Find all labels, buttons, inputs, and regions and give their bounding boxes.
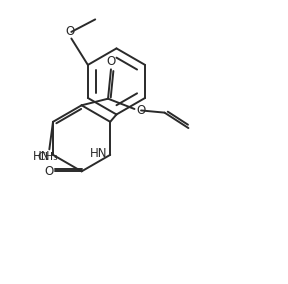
Text: HN: HN (90, 147, 107, 160)
Text: O: O (106, 55, 115, 68)
Text: O: O (65, 25, 74, 38)
Text: O: O (44, 165, 53, 178)
Text: HN: HN (33, 150, 50, 163)
Text: O: O (137, 104, 146, 117)
Text: CH₃: CH₃ (37, 153, 58, 162)
